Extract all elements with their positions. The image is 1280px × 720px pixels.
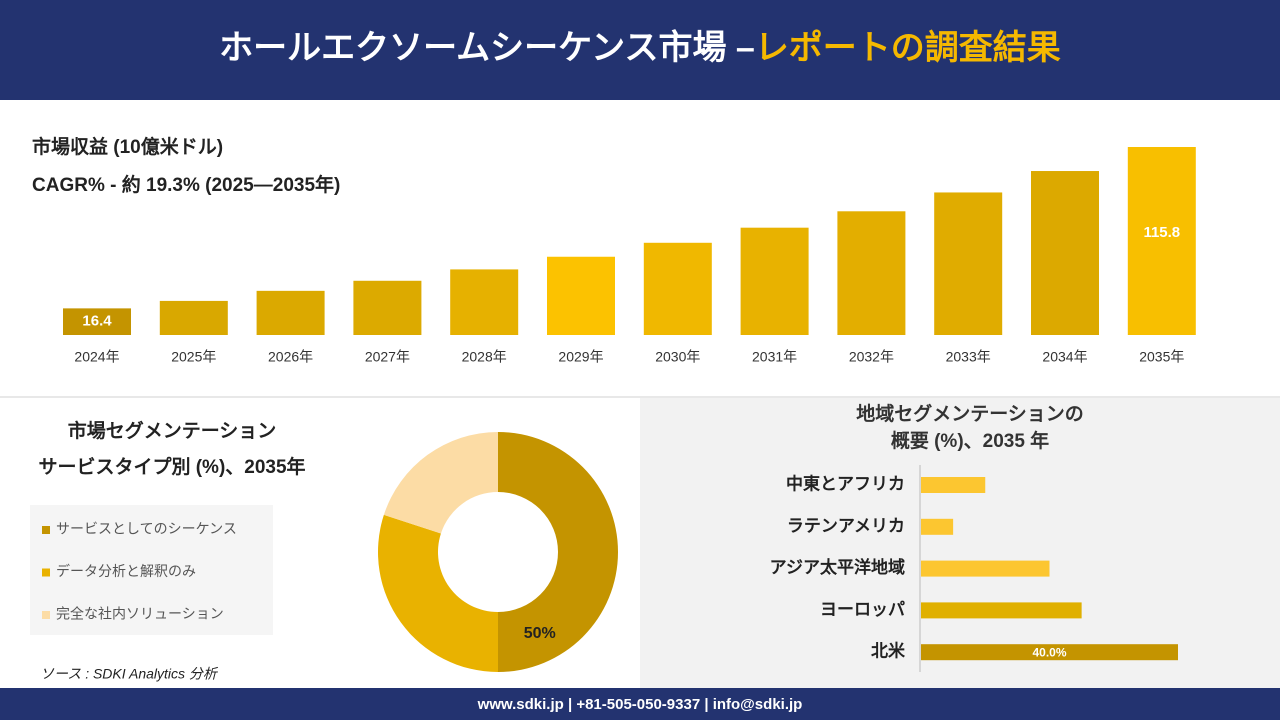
y-tick-label: 北米	[871, 641, 906, 661]
x-tick-label: 2024年	[74, 349, 119, 365]
x-tick-label: 2032年	[849, 349, 894, 365]
value-label: 16.4	[82, 313, 112, 330]
x-tick-label: 2030年	[655, 349, 700, 365]
bar	[934, 192, 1003, 335]
legend-label: データ分析と解釈のみ	[56, 563, 196, 579]
legend-swatch	[42, 526, 50, 534]
x-tick-label: 2025年	[171, 349, 216, 365]
region-panel	[640, 398, 1280, 688]
x-tick-label: 2028年	[462, 349, 507, 365]
legend-box	[30, 505, 273, 635]
legend-swatch	[42, 611, 50, 619]
bar	[837, 211, 906, 335]
x-tick-label: 2029年	[558, 349, 603, 365]
chart-title: 地域セグメンテーションの	[856, 402, 1084, 425]
source: ソース : SDKI Analytics 分析	[40, 666, 219, 682]
value-label: 115.8	[1143, 224, 1180, 241]
bar	[1127, 147, 1196, 335]
bar	[159, 300, 228, 335]
y-tick-label: ラテンアメリカ	[787, 516, 905, 535]
donut-slice	[383, 432, 498, 534]
bar	[921, 560, 1050, 577]
legend-label: 完全な社内ソリューション	[56, 606, 224, 622]
x-tick-label: 2031年	[752, 349, 797, 365]
legend-label: サービスとしてのシーケンス	[56, 521, 237, 537]
value-label: 40.0%	[1032, 645, 1066, 659]
chart-subtitle: 概要 (%)、2035 年	[891, 429, 1049, 452]
bar	[256, 290, 325, 335]
donut-slice	[378, 514, 498, 672]
bar	[921, 644, 1178, 661]
chart-subtitle: CAGR% - 約 19.3% (2025—2035年)	[32, 173, 340, 196]
bar	[353, 280, 422, 335]
footer-bg	[0, 688, 1280, 720]
bar	[450, 269, 519, 335]
chart-subtitle: サービスタイプ別 (%)、2035年	[38, 455, 305, 478]
x-tick-label: 2033年	[946, 349, 991, 365]
bar	[740, 227, 809, 335]
x-tick-label: 2035年	[1139, 349, 1184, 365]
footer: www.sdki.jp | +81-505-050-9337 | info@sd…	[477, 696, 803, 713]
x-tick-label: 2026年	[268, 349, 313, 365]
x-tick-label: 2027年	[365, 349, 410, 365]
bar	[643, 242, 712, 335]
header-title: ホールエクソームシーケンス市場 –レポートの調査結果	[219, 28, 1061, 67]
bar	[921, 602, 1082, 619]
y-tick-label: ヨーロッパ	[820, 600, 905, 619]
bar	[921, 477, 986, 493]
bar	[547, 256, 615, 335]
x-tick-label: 2034年	[1042, 349, 1087, 365]
legend-swatch	[42, 568, 50, 577]
bar	[921, 518, 954, 535]
value-label: 50%	[524, 625, 556, 642]
chart-title: 市場セグメンテーション	[68, 419, 277, 442]
bar	[1031, 171, 1099, 335]
title-highlight: レポートの調査結果	[755, 28, 1061, 67]
bar	[63, 308, 131, 335]
header-bg	[0, 0, 1280, 100]
y-tick-label: アジア太平洋地域	[770, 557, 905, 577]
donut-slice	[498, 432, 618, 672]
chart-title: 市場収益 (10億米ドル)	[32, 135, 223, 158]
title-main: ホールエクソームシーケンス市場 –	[219, 28, 755, 67]
y-tick-label: 中東とアフリカ	[786, 473, 905, 493]
